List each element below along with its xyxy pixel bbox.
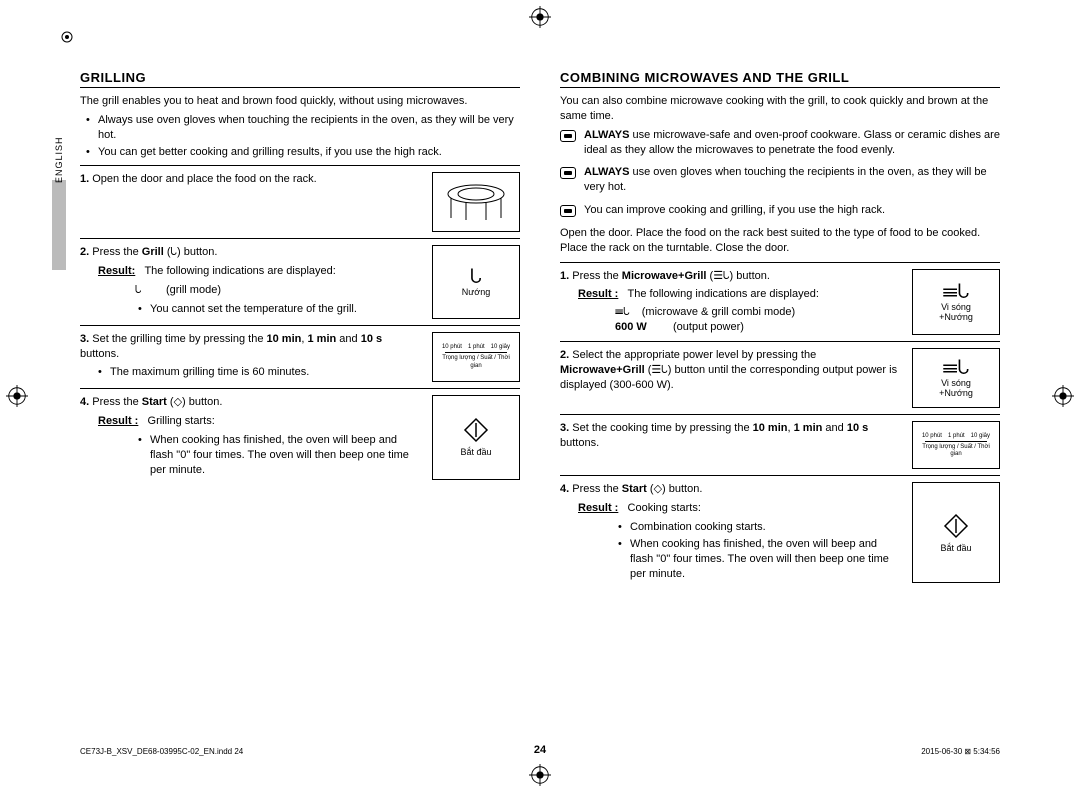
open-door-text: Open the door. Place the food on the rac…: [560, 226, 1000, 256]
step-text: 3. Set the grilling time by pressing the…: [80, 332, 422, 383]
note: Combination cooking starts.: [630, 520, 902, 535]
result-label: Result :: [98, 415, 138, 427]
note-always-2: ALWAYS use oven gloves when touching the…: [560, 165, 1000, 199]
page-content: ENGLISH GRILLING The grill enables you t…: [80, 70, 1000, 732]
combi-button-figure: ☰ᘂ Vi sóng +Nướng: [912, 269, 1000, 336]
footer-left: CE73J-B_XSV_DE68-03995C-02_EN.indd 24: [80, 747, 243, 756]
page-number: 24: [534, 744, 546, 756]
step-text: 2. Press the Grill (ᘂ) button. Result: T…: [80, 245, 422, 318]
step-text: 4. Press the Start (◇) button. Result : …: [560, 482, 902, 583]
r-step-2: 2. Select the appropriate power level by…: [560, 341, 1000, 408]
note: When cooking has finished, the oven will…: [150, 433, 422, 478]
reg-mark-left: [6, 385, 28, 407]
reg-mark-right: [1052, 385, 1074, 407]
start-icon: [463, 417, 489, 447]
step-3: 3. Set the grilling time by pressing the…: [80, 325, 520, 383]
right-column: COMBINING MICROWAVES AND THE GRILL You c…: [560, 70, 1000, 732]
language-label: ENGLISH: [54, 136, 64, 183]
rack-figure: [432, 172, 520, 232]
footer-right: 2015-06-30 ⊠ 5:34:56: [921, 747, 1000, 756]
r-step-4: 4. Press the Start (◇) button. Result : …: [560, 475, 1000, 583]
grilling-intro: The grill enables you to heat and brown …: [80, 94, 520, 109]
note-icon: [560, 205, 576, 217]
reg-mark-top: [529, 6, 551, 28]
note-always-1: ALWAYS use microwave-safe and oven-proof…: [560, 128, 1000, 162]
note: The maximum grilling time is 60 minutes.: [110, 365, 422, 380]
grilling-title: GRILLING: [80, 70, 520, 88]
combining-intro: You can also combine microwave cooking w…: [560, 94, 1000, 124]
result-label: Result:: [98, 265, 135, 277]
bullet: Always use oven gloves when touching the…: [98, 113, 520, 143]
step-text: 2. Select the appropriate power level by…: [560, 348, 902, 408]
reg-mark-bottom: [529, 764, 551, 786]
time-buttons-figure-2: 10 phút1 phút10 giây Trọng lượng / Suất …: [912, 421, 1000, 469]
step-1: 1. Open the door and place the food on t…: [80, 165, 520, 232]
bullet: You can get better cooking and grilling …: [98, 145, 520, 160]
step-4: 4. Press the Start (◇) button. Result : …: [80, 388, 520, 479]
combi-button-figure-2: ☰ᘂ Vi sóng +Nướng: [912, 348, 1000, 408]
start-button-figure-2: Bắt đầu: [912, 482, 1000, 583]
note: You cannot set the temperature of the gr…: [150, 302, 422, 317]
language-tab: [52, 180, 66, 270]
combi-icon: ☰ᘂ: [943, 282, 970, 302]
combi-icon: ☰ᘂ: [943, 358, 970, 378]
start-icon: [943, 513, 969, 543]
grill-icon: ᘂ: [470, 267, 482, 287]
combining-title: COMBINING MICROWAVES AND THE GRILL: [560, 70, 1000, 88]
grilling-bullets: Always use oven gloves when touching the…: [80, 113, 520, 160]
start-button-figure: Bắt đầu: [432, 395, 520, 479]
step-text: 3. Set the cooking time by pressing the …: [560, 421, 902, 469]
step-1-text: Open the door and place the food on the …: [92, 173, 316, 185]
time-buttons-figure: 10 phút1 phút10 giây Trọng lượng / Suất …: [432, 332, 520, 383]
r-step-1: 1. Press the Microwave+Grill (☰ᘂ) button…: [560, 262, 1000, 336]
corner-mark: [60, 30, 74, 44]
left-column: ENGLISH GRILLING The grill enables you t…: [80, 70, 520, 732]
step-2: 2. Press the Grill (ᘂ) button. Result: T…: [80, 238, 520, 318]
grill-button-figure: ᘂ Nướng: [432, 245, 520, 318]
step-text: 1. Press the Microwave+Grill (☰ᘂ) button…: [560, 269, 902, 336]
step-text: 1. Open the door and place the food on t…: [80, 172, 422, 232]
result-label: Result :: [578, 502, 618, 514]
figure-label: Nướng: [462, 287, 490, 297]
figure-label: Bắt đầu: [460, 447, 491, 457]
r-step-3: 3. Set the cooking time by pressing the …: [560, 414, 1000, 469]
note-icon: [560, 167, 576, 179]
figure-label: Bắt đầu: [940, 543, 971, 553]
note-icon: [560, 130, 576, 142]
note-3: You can improve cooking and grilling, if…: [560, 203, 1000, 222]
result-label: Result :: [578, 288, 618, 300]
note: When cooking has finished, the oven will…: [630, 537, 902, 582]
step-text: 4. Press the Start (◇) button. Result : …: [80, 395, 422, 479]
